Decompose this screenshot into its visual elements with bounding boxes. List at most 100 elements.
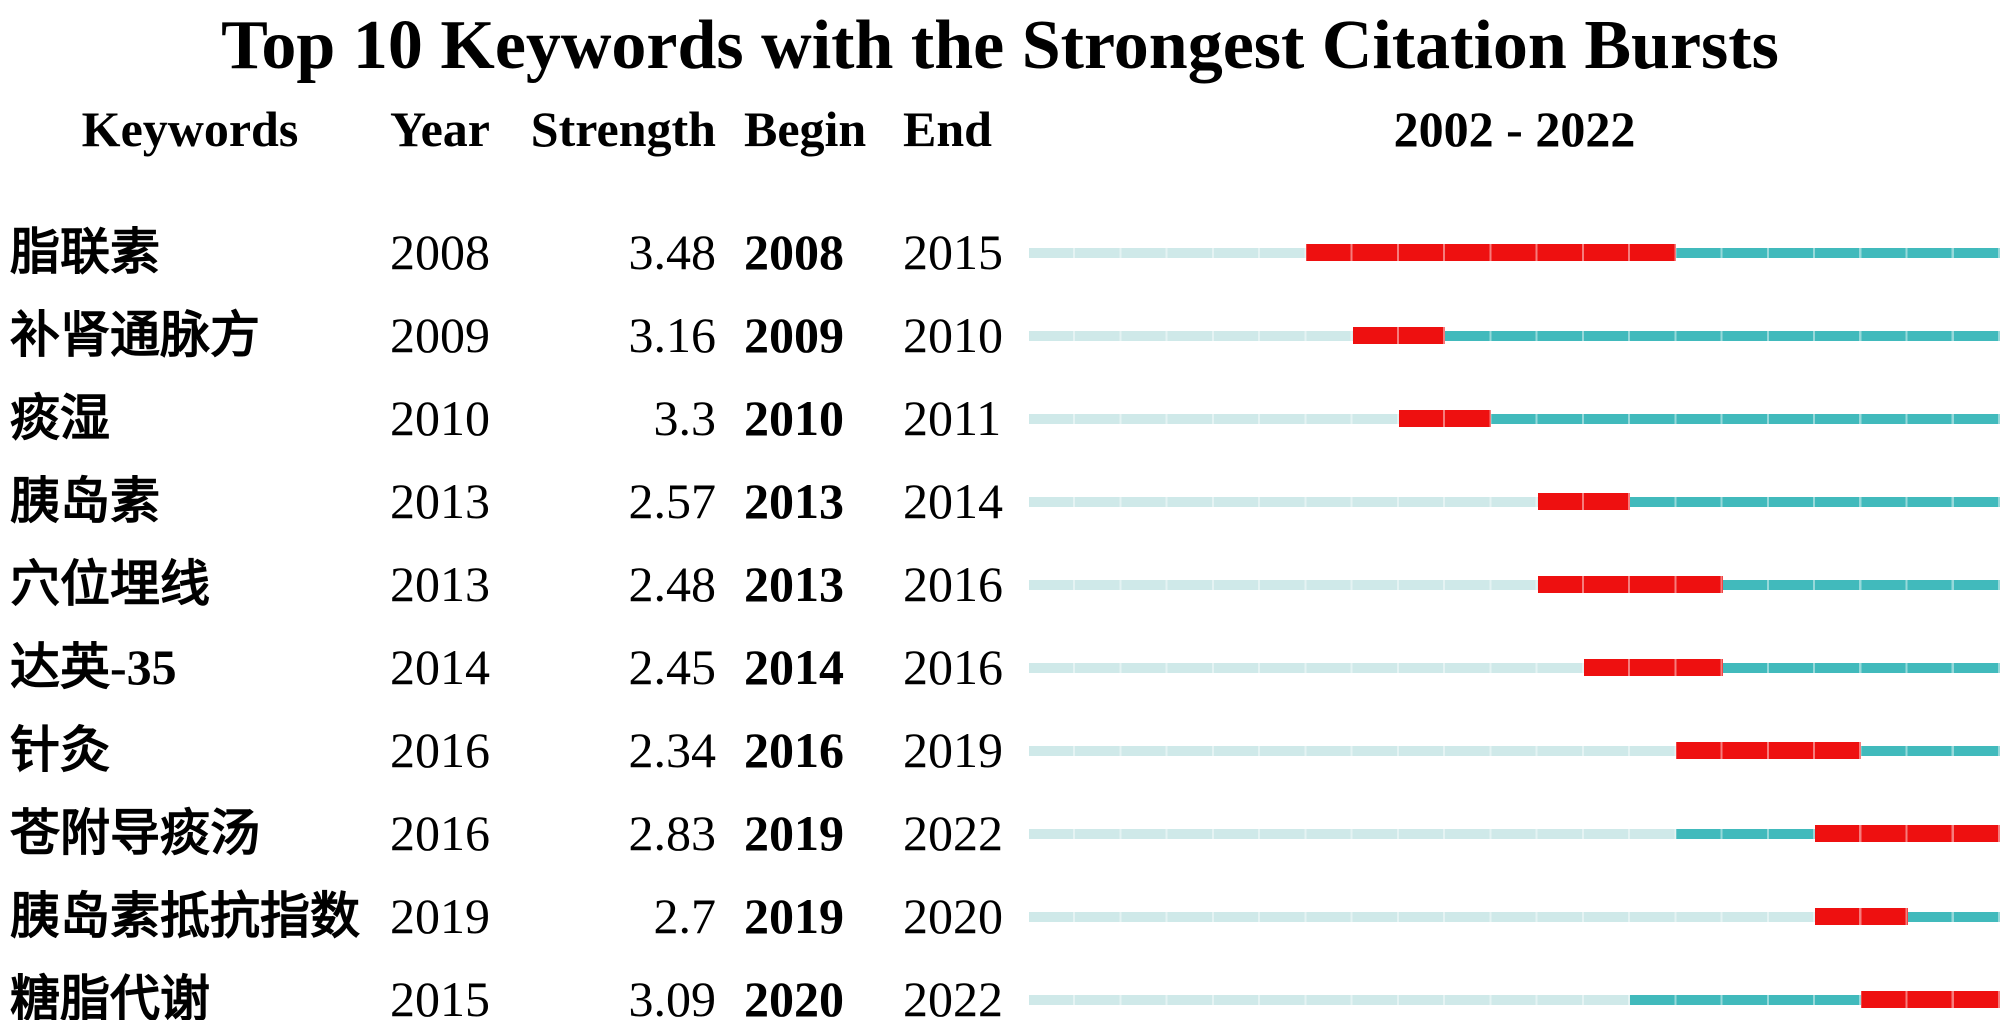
keyword-cell: 脂联素 — [10, 224, 160, 280]
end-cell: 2010 — [903, 307, 1003, 363]
year-cell: 2008 — [390, 224, 490, 280]
timeline-segment-pre — [1029, 828, 1677, 839]
burst-timeline — [1029, 460, 2000, 543]
begin-cell: 2020 — [744, 971, 844, 1020]
burst-timeline — [1029, 792, 2000, 875]
strength-cell: 2.34 — [628, 722, 717, 778]
table-row: 胰岛素抵抗指数 2019 2.7 2019 2020 — [0, 875, 2000, 958]
column-header-end: End — [903, 101, 992, 157]
burst-timeline — [1029, 958, 2000, 1020]
begin-cell: 2016 — [744, 722, 844, 778]
column-header-year: Year — [390, 101, 490, 157]
timeline-segment-burst — [1583, 659, 1723, 676]
begin-cell: 2013 — [744, 556, 844, 612]
end-cell: 2019 — [903, 722, 1003, 778]
begin-cell: 2014 — [744, 639, 844, 695]
strength-cell: 2.83 — [628, 805, 717, 861]
table-row: 胰岛素 2013 2.57 2013 2014 — [0, 460, 2000, 543]
year-ticks — [1029, 460, 2000, 543]
timeline-segment-pre — [1029, 496, 1538, 507]
begin-cell: 2019 — [744, 888, 844, 944]
begin-cell: 2008 — [744, 224, 844, 280]
year-cell: 2013 — [390, 556, 490, 612]
timeline-segment-burst — [1676, 742, 1862, 759]
column-header-begin: Begin — [744, 101, 867, 157]
end-cell: 2016 — [903, 639, 1003, 695]
burst-timeline — [1029, 377, 2000, 460]
timeline-segment-active — [1676, 247, 2000, 258]
timeline-segment-active — [1630, 496, 2000, 507]
year-ticks — [1029, 958, 2000, 1020]
strength-cell: 3.3 — [653, 390, 717, 446]
chart-title: Top 10 Keywords with the Strongest Citat… — [221, 7, 1779, 84]
timeline-segment-burst — [1815, 825, 2000, 842]
end-cell: 2016 — [903, 556, 1003, 612]
begin-cell: 2009 — [744, 307, 844, 363]
burst-timeline — [1029, 543, 2000, 626]
strength-cell: 3.48 — [628, 224, 717, 280]
keyword-cell: 补肾通脉方 — [10, 307, 260, 363]
end-cell: 2022 — [903, 971, 1003, 1020]
column-header-keywords: Keywords — [81, 101, 299, 157]
begin-cell: 2013 — [744, 473, 844, 529]
timeline-segment-active — [1861, 745, 2000, 756]
year-ticks — [1029, 294, 2000, 377]
keyword-cell: 达英-35 — [10, 639, 177, 695]
table-row: 脂联素 2008 3.48 2008 2015 — [0, 211, 2000, 294]
timeline-segment-pre — [1029, 413, 1399, 424]
table-row: 穴位埋线 2013 2.48 2013 2016 — [0, 543, 2000, 626]
burst-timeline — [1029, 294, 2000, 377]
year-cell: 2010 — [390, 390, 490, 446]
timeline-segment-active — [1722, 579, 2000, 590]
keyword-cell: 胰岛素 — [10, 473, 160, 529]
timeline-segment-burst — [1398, 410, 1492, 427]
strength-cell: 2.7 — [653, 888, 717, 944]
burst-timeline — [1029, 875, 2000, 958]
begin-cell: 2010 — [744, 390, 844, 446]
table-row: 苍附导痰汤 2016 2.83 2019 2022 — [0, 792, 2000, 875]
year-cell: 2016 — [390, 722, 490, 778]
keyword-cell: 糖脂代谢 — [10, 971, 210, 1020]
year-ticks — [1029, 377, 2000, 460]
year-ticks — [1029, 211, 2000, 294]
burst-timeline — [1029, 626, 2000, 709]
year-ticks — [1029, 709, 2000, 792]
timeline-segment-burst — [1537, 493, 1631, 510]
timeline-segment-burst — [1352, 327, 1446, 344]
strength-cell: 2.48 — [628, 556, 717, 612]
timeline-segment-pre — [1029, 579, 1538, 590]
year-cell: 2019 — [390, 888, 490, 944]
strength-cell: 3.16 — [628, 307, 717, 363]
end-cell: 2020 — [903, 888, 1003, 944]
burst-timeline — [1029, 709, 2000, 792]
timeline-segment-active — [1630, 994, 1862, 1005]
timeline-segment-pre — [1029, 662, 1584, 673]
keyword-cell: 胰岛素抵抗指数 — [10, 888, 360, 944]
timeline-segment-burst — [1861, 991, 2000, 1008]
timeline-segment-pre — [1029, 745, 1677, 756]
year-cell: 2015 — [390, 971, 490, 1020]
timeline-segment-pre — [1029, 330, 1353, 341]
table-header-row: Keywords Year Strength Begin End 2002 - … — [0, 92, 2000, 166]
column-header-period: 2002 - 2022 — [1393, 101, 1636, 157]
end-cell: 2022 — [903, 805, 1003, 861]
timeline-segment-pre — [1029, 911, 1816, 922]
timeline-segment-active — [1445, 330, 2000, 341]
strength-cell: 3.09 — [628, 971, 717, 1020]
timeline-segment-active — [1722, 662, 2000, 673]
strength-cell: 2.45 — [628, 639, 717, 695]
year-ticks — [1029, 875, 2000, 958]
table-row: 补肾通脉方 2009 3.16 2009 2010 — [0, 294, 2000, 377]
strength-cell: 2.57 — [628, 473, 717, 529]
year-cell: 2014 — [390, 639, 490, 695]
timeline-segment-pre — [1029, 247, 1307, 258]
table-row: 痰湿 2010 3.3 2010 2011 — [0, 377, 2000, 460]
timeline-segment-active — [1491, 413, 2000, 424]
keyword-cell: 苍附导痰汤 — [10, 805, 260, 861]
end-cell: 2015 — [903, 224, 1003, 280]
year-ticks — [1029, 792, 2000, 875]
table-row: 达英-35 2014 2.45 2014 2016 — [0, 626, 2000, 709]
timeline-segment-active — [1676, 828, 1816, 839]
table-row: 糖脂代谢 2015 3.09 2020 2022 — [0, 958, 2000, 1020]
year-ticks — [1029, 543, 2000, 626]
